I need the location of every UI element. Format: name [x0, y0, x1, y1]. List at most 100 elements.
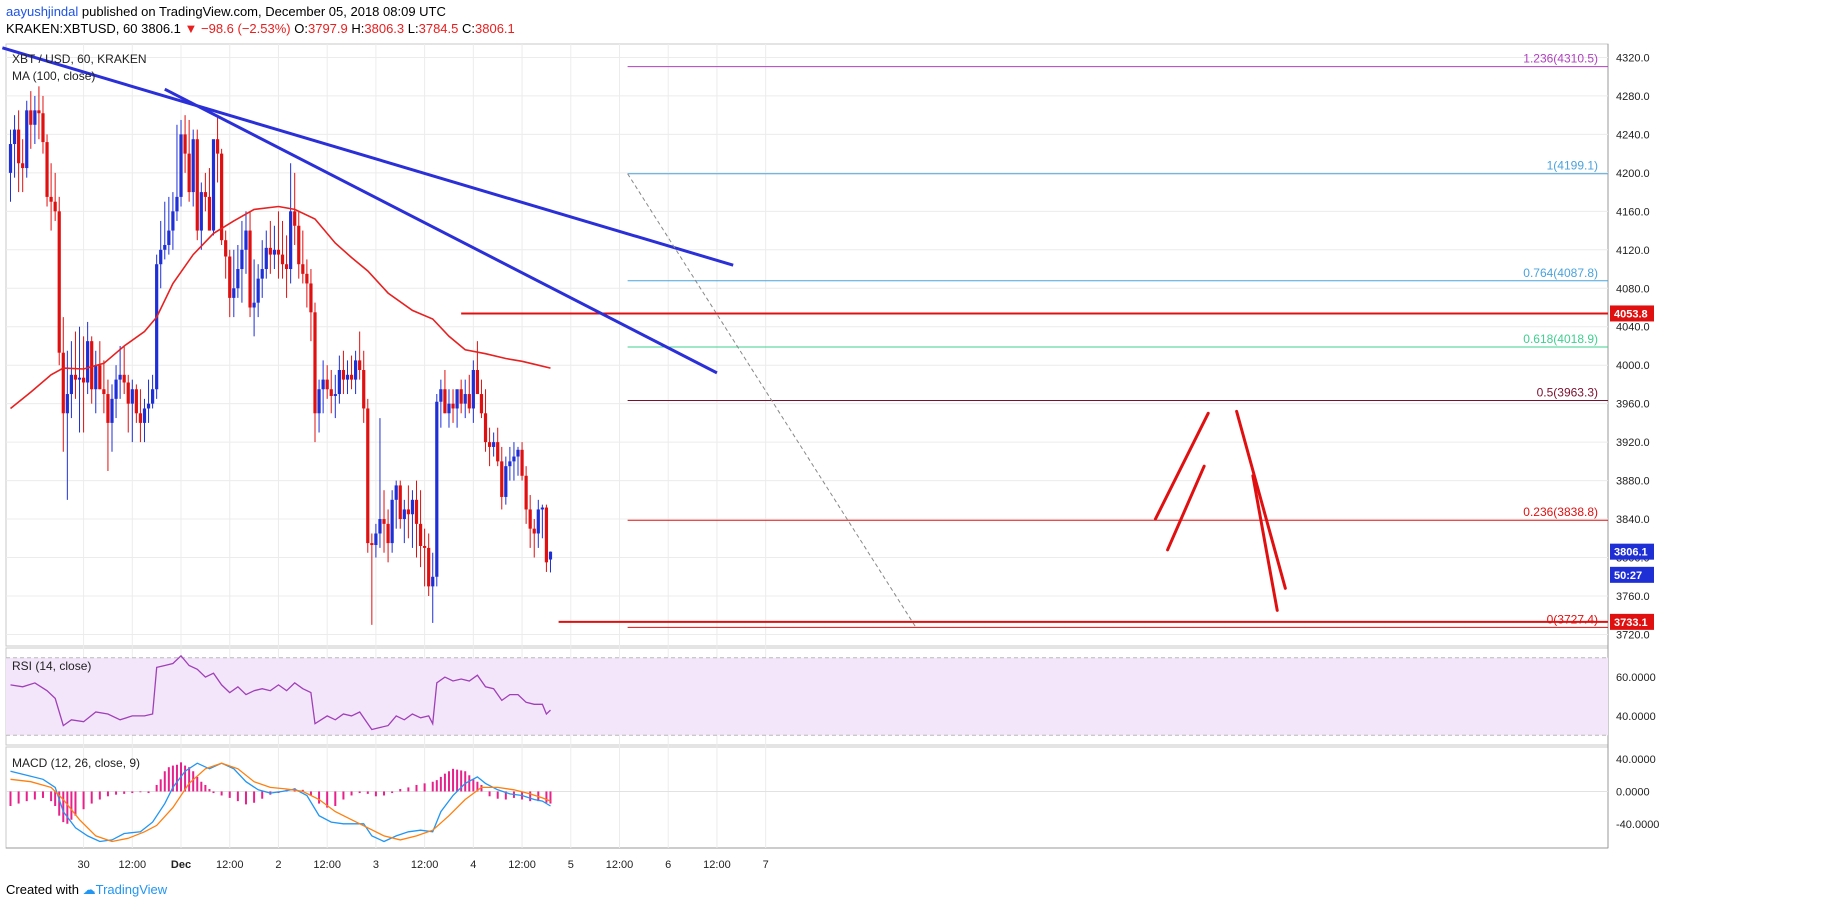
candle-body — [528, 509, 532, 529]
candle-body — [483, 413, 488, 443]
candle-body — [532, 528, 536, 534]
candle-body — [410, 499, 415, 515]
candle-body — [211, 139, 216, 231]
publish-line: aayushjindal published on TradingView.co… — [6, 4, 446, 19]
time-tick-label: 3 — [373, 859, 379, 871]
price-tick-label: 4040.0 — [1616, 322, 1650, 334]
candle-body — [492, 442, 496, 447]
candle-body — [333, 394, 337, 396]
price-tag-box — [1610, 543, 1654, 560]
candle-body — [94, 365, 98, 390]
candle-body — [475, 370, 479, 395]
candle-body — [423, 545, 427, 548]
price-tick-label: 3880.0 — [1616, 476, 1650, 488]
candle-body — [248, 230, 252, 308]
candle-body — [171, 211, 175, 231]
candle-body — [118, 374, 122, 380]
candle-body — [406, 509, 410, 515]
candle-body — [297, 225, 301, 265]
candle-body — [374, 533, 378, 546]
candle-body — [49, 196, 53, 202]
price-tick-label: 4120.0 — [1616, 245, 1650, 257]
candle-body — [130, 389, 134, 404]
rsi-line — [10, 654, 551, 731]
projection-stroke — [1251, 474, 1279, 612]
time-tick-label: 12:00 — [313, 859, 341, 871]
candle-body — [512, 456, 516, 462]
author-link[interactable]: aayushjindal — [6, 4, 79, 19]
candle-body — [337, 370, 341, 395]
candle-body — [455, 389, 459, 409]
candle-body — [102, 389, 106, 395]
candle-body — [57, 211, 61, 353]
close-label: C: — [462, 21, 475, 36]
last-price: 3806.1 — [141, 21, 181, 36]
candle-body — [463, 394, 467, 404]
price-tag-box — [1610, 613, 1654, 630]
fib-level-label: 0.236(3838.8) — [1523, 505, 1598, 519]
candle-body — [317, 389, 321, 414]
candle-body — [459, 389, 463, 404]
macd-tick-label: 40.0000 — [1616, 754, 1656, 766]
time-tick-label: 12:00 — [119, 859, 147, 871]
candle-body — [146, 403, 151, 409]
candle-body — [293, 211, 297, 226]
rsi-tick-label: 40.0000 — [1616, 711, 1656, 723]
candle-body — [236, 269, 240, 289]
candle-body — [264, 247, 268, 270]
candle-body — [305, 273, 309, 284]
symbol-text: KRAKEN:XBTUSD, 60 — [6, 21, 138, 36]
rsi-legend: RSI (14, close) — [12, 659, 91, 673]
candle-body — [354, 360, 358, 380]
fib-level-label: 0(3727.4) — [1547, 612, 1598, 626]
candle-body — [276, 249, 281, 255]
macd-legend: MACD (12, 26, close, 9) — [12, 756, 140, 770]
time-tick-label: Dec — [171, 859, 191, 871]
change-text: ▼ −98.6 (−2.53%) — [184, 21, 291, 36]
open-label: O: — [294, 21, 308, 36]
price-tick-label: 3920.0 — [1616, 437, 1650, 449]
candle-body — [77, 377, 82, 380]
candle-body — [544, 507, 549, 563]
candle-body — [471, 370, 475, 409]
ma-legend: MA (100, close) — [12, 69, 95, 83]
candle-body — [134, 389, 138, 414]
candle-body — [467, 394, 471, 409]
low-label: L: — [407, 21, 419, 36]
price-tick-label: 3840.0 — [1616, 514, 1650, 526]
footer: Created with ☁TradingView — [6, 882, 167, 898]
candle-body — [110, 398, 114, 423]
candle-body — [268, 247, 272, 255]
candle-body — [151, 389, 155, 404]
candle-body — [167, 230, 171, 245]
candle-body — [427, 547, 431, 587]
price-tick-label: 3760.0 — [1616, 591, 1650, 603]
time-tick-label: 12:00 — [703, 859, 731, 871]
candle-body — [451, 403, 455, 409]
candle-body — [256, 278, 260, 303]
candle-body — [220, 153, 224, 241]
candle-body — [8, 144, 13, 173]
macd-tick-label: 0.0000 — [1616, 786, 1650, 798]
fib-level-label: 1.236(4310.5) — [1523, 52, 1598, 66]
tradingview-brand[interactable]: TradingView — [95, 882, 168, 897]
candle-body — [69, 374, 73, 395]
candle-body — [358, 360, 362, 371]
price-tag-box — [1610, 305, 1654, 322]
candle-body — [41, 113, 45, 143]
time-tick-label: 7 — [763, 859, 769, 871]
ma-100-line — [9, 205, 551, 410]
candle-body — [228, 256, 232, 298]
candle-body — [301, 264, 305, 274]
candle-body — [25, 110, 29, 169]
candle-body — [443, 389, 447, 414]
candle-body — [345, 374, 350, 380]
candle-body — [313, 312, 317, 414]
price-tick-label: 3720.0 — [1616, 629, 1650, 641]
time-tick-label: 30 — [77, 859, 89, 871]
candle-body — [390, 499, 394, 544]
candle-body — [439, 389, 443, 402]
candle-body — [45, 142, 49, 197]
candle-body — [183, 134, 187, 154]
